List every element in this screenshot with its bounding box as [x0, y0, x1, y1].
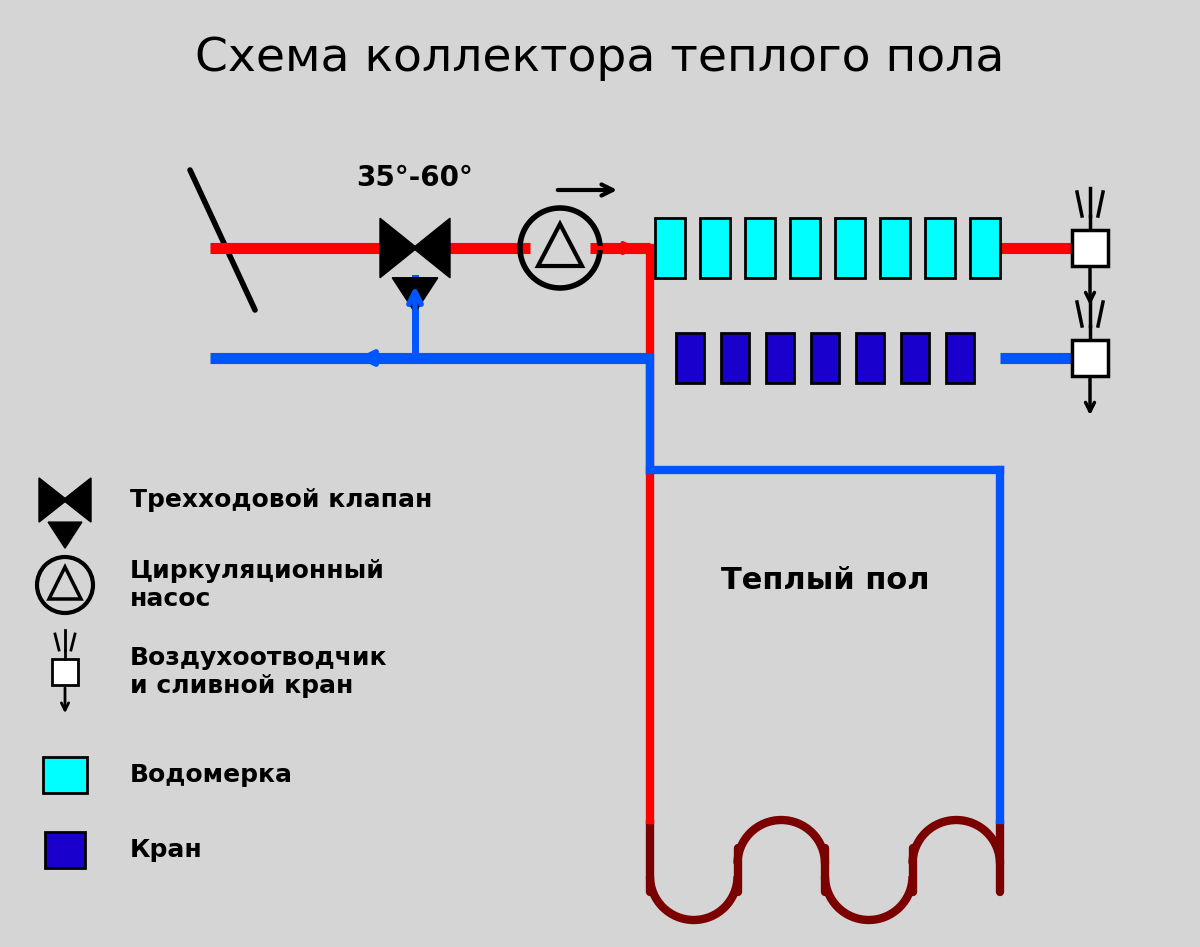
- Text: Воздухоотводчик
и сливной кран: Воздухоотводчик и сливной кран: [130, 646, 388, 698]
- Polygon shape: [38, 478, 67, 522]
- Text: Циркуляционный
насос: Циркуляционный насос: [130, 559, 385, 611]
- Polygon shape: [64, 478, 91, 522]
- Bar: [721, 333, 749, 383]
- Text: 35°-60°: 35°-60°: [356, 164, 474, 192]
- Bar: [925, 218, 955, 278]
- Bar: [1072, 230, 1108, 266]
- Bar: [970, 218, 1000, 278]
- Bar: [43, 757, 88, 793]
- Polygon shape: [48, 522, 82, 548]
- Bar: [676, 333, 704, 383]
- Text: Схема коллектора теплого пола: Схема коллектора теплого пола: [196, 35, 1004, 80]
- Bar: [700, 218, 730, 278]
- Bar: [901, 333, 929, 383]
- Bar: [52, 659, 78, 685]
- Bar: [745, 218, 775, 278]
- Bar: [766, 333, 794, 383]
- Bar: [46, 832, 85, 868]
- Bar: [655, 218, 685, 278]
- Bar: [880, 218, 910, 278]
- Bar: [811, 333, 839, 383]
- Bar: [946, 333, 974, 383]
- Text: Трехходовой клапан: Трехходовой клапан: [130, 488, 432, 512]
- Text: Теплый пол: Теплый пол: [721, 565, 929, 595]
- Bar: [790, 218, 820, 278]
- Text: Водомерка: Водомерка: [130, 763, 293, 787]
- Text: Кран: Кран: [130, 838, 203, 862]
- Polygon shape: [380, 218, 418, 277]
- Bar: [856, 333, 884, 383]
- Bar: [1072, 340, 1108, 376]
- Polygon shape: [413, 218, 450, 277]
- Polygon shape: [392, 277, 438, 313]
- Bar: [835, 218, 865, 278]
